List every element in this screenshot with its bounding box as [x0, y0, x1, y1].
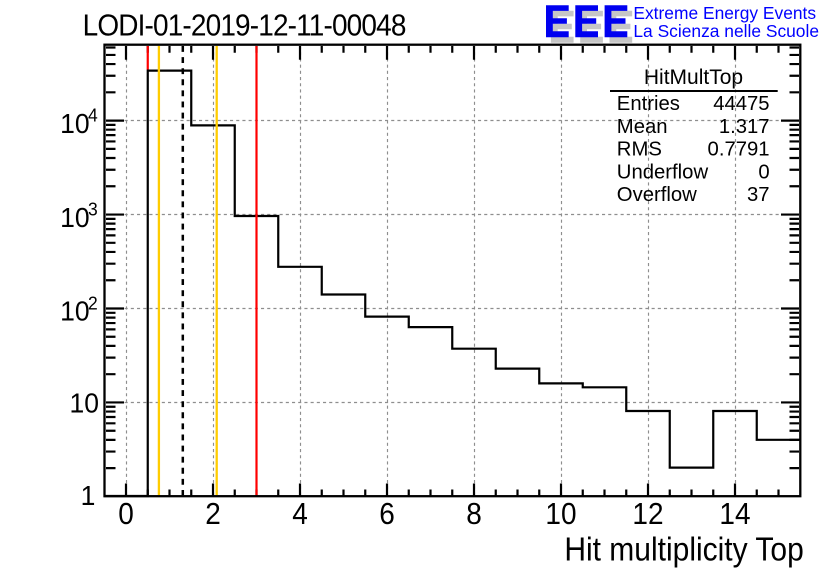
- svg-text:4: 4: [292, 497, 308, 532]
- svg-text:12: 12: [632, 497, 663, 532]
- svg-text:37: 37: [747, 184, 770, 206]
- svg-text:RMS: RMS: [617, 139, 662, 161]
- svg-text:Mean: Mean: [617, 116, 668, 138]
- svg-text:Underflow: Underflow: [617, 161, 709, 183]
- svg-text:1: 1: [81, 479, 96, 511]
- svg-text:1.317: 1.317: [719, 116, 770, 138]
- svg-text:LODI-01-2019-12-11-00048: LODI-01-2019-12-11-00048: [83, 8, 406, 43]
- svg-text:2: 2: [205, 497, 221, 532]
- svg-text:Extreme Energy Events: Extreme Energy Events: [633, 3, 816, 23]
- svg-text:6: 6: [379, 497, 395, 532]
- svg-text:14: 14: [719, 497, 750, 532]
- svg-text:0: 0: [758, 161, 769, 183]
- svg-text:Hit multiplicity Top: Hit multiplicity Top: [564, 530, 803, 568]
- svg-text:4: 4: [88, 105, 98, 126]
- svg-text:HitMultTop: HitMultTop: [644, 66, 743, 89]
- svg-text:10: 10: [545, 497, 576, 532]
- svg-text:0.7791: 0.7791: [708, 139, 770, 161]
- svg-text:10: 10: [60, 107, 89, 139]
- svg-text:3: 3: [88, 199, 98, 220]
- svg-text:44475: 44475: [713, 93, 769, 115]
- svg-text:La Scienza nelle Scuole: La Scienza nelle Scuole: [633, 21, 819, 41]
- svg-text:10: 10: [60, 201, 89, 233]
- svg-text:0: 0: [118, 497, 134, 532]
- svg-text:2: 2: [88, 293, 98, 314]
- svg-text:10: 10: [70, 387, 99, 419]
- svg-text:Overflow: Overflow: [617, 184, 697, 206]
- svg-text:Entries: Entries: [617, 93, 680, 115]
- svg-text:10: 10: [60, 295, 89, 327]
- svg-text:8: 8: [466, 497, 482, 532]
